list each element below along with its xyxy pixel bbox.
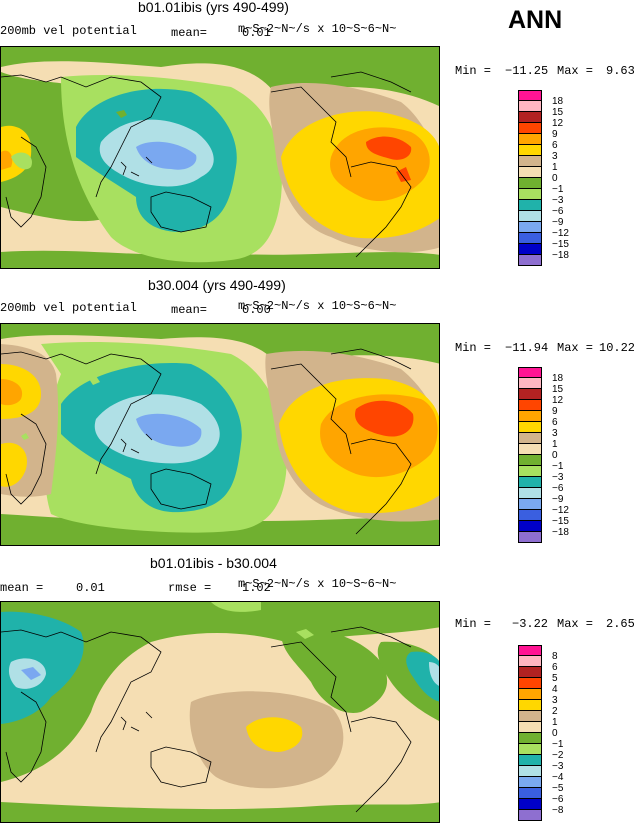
panel1-contour-plot bbox=[1, 47, 439, 268]
colorbar-label: 0 bbox=[552, 173, 558, 184]
colorbar-label: −15 bbox=[552, 516, 569, 527]
colorbar-label: 3 bbox=[552, 695, 558, 706]
panel3-max-value: 2.65 bbox=[606, 617, 634, 631]
panel1-units: m~S~2~N~/s x 10~S~6~N~ bbox=[238, 22, 397, 36]
season-label: ANN bbox=[508, 6, 563, 34]
panel3-rmse-label: rmse = bbox=[168, 581, 212, 595]
colorbar-label: −1 bbox=[552, 739, 564, 750]
colorbar-label: −6 bbox=[552, 483, 564, 494]
colorbar-label: 6 bbox=[552, 140, 558, 151]
colorbar-label: 0 bbox=[552, 450, 558, 461]
panel2-min-label: Min = bbox=[455, 341, 492, 355]
panel1-min-value: −11.25 bbox=[505, 64, 549, 78]
panel2-mean-label: mean= bbox=[171, 303, 208, 317]
colorbar-label: −3 bbox=[552, 761, 564, 772]
colorbar-label: 18 bbox=[552, 96, 564, 107]
panel1-mean-label: mean= bbox=[171, 26, 208, 40]
panel1-max-label: Max = bbox=[557, 64, 594, 78]
colorbar-label: 12 bbox=[552, 395, 564, 406]
panel1-min-label: Min = bbox=[455, 64, 492, 78]
panel3-contour-plot bbox=[1, 602, 439, 822]
colorbar-label: 6 bbox=[552, 662, 558, 673]
panel2-map bbox=[0, 323, 440, 546]
colorbar-label: 2 bbox=[552, 706, 558, 717]
colorbar-label: −12 bbox=[552, 228, 569, 239]
colorbar-label: −2 bbox=[552, 750, 564, 761]
colorbar-label: −15 bbox=[552, 239, 569, 250]
colorbar-label: 15 bbox=[552, 384, 564, 395]
colorbar-label: 15 bbox=[552, 107, 564, 118]
colorbar-label: −3 bbox=[552, 195, 564, 206]
panel3-min-value: −3.22 bbox=[512, 617, 549, 631]
colorbar-label: −9 bbox=[552, 217, 564, 228]
panel2-colorbar bbox=[518, 367, 542, 543]
colorbar-label: −5 bbox=[552, 783, 564, 794]
colorbar-label: −6 bbox=[552, 794, 564, 805]
colorbar-label: 3 bbox=[552, 428, 558, 439]
colorbar-label: 6 bbox=[552, 417, 558, 428]
panel2-title: b30.004 (yrs 490-499) bbox=[148, 277, 286, 293]
panel1-mean-value: 0.01 bbox=[242, 26, 271, 40]
panel2-max-label: Max = bbox=[557, 341, 594, 355]
panel2-field-label: 200mb vel potential bbox=[0, 301, 137, 315]
colorbar-label: −3 bbox=[552, 472, 564, 483]
colorbar-label: 0 bbox=[552, 728, 558, 739]
panel3-map bbox=[0, 601, 440, 823]
panel3-colorbar-labels: 8 6 5 4 3 2 1 0 −1 −2 −3 −4 −5 −6 −8 bbox=[552, 651, 563, 816]
panel1-field-label: 200mb vel potential bbox=[0, 24, 137, 38]
colorbar-label: 5 bbox=[552, 673, 558, 684]
panel1-max-value: 9.63 bbox=[606, 64, 634, 78]
colorbar-label: 1 bbox=[552, 717, 558, 728]
panel2-units: m~S~2~N~/s x 10~S~6~N~ bbox=[238, 299, 397, 313]
colorbar-label: −1 bbox=[552, 184, 564, 195]
colorbar-label: −18 bbox=[552, 250, 569, 261]
panel3-rmse-value: 1.02 bbox=[242, 581, 271, 595]
panel3-title: b01.01ibis - b30.004 bbox=[150, 555, 277, 571]
colorbar-label: −9 bbox=[552, 494, 564, 505]
colorbar-label: −18 bbox=[552, 527, 569, 538]
panel2-min-value: −11.94 bbox=[505, 341, 549, 355]
colorbar-label: 3 bbox=[552, 151, 558, 162]
colorbar-label: 4 bbox=[552, 684, 558, 695]
panel2-mean-value: 0.00 bbox=[242, 303, 271, 317]
colorbar-label: −12 bbox=[552, 505, 569, 516]
panel3-max-label: Max = bbox=[557, 617, 594, 631]
panel1-map bbox=[0, 46, 440, 269]
colorbar-label: 1 bbox=[552, 439, 558, 450]
colorbar-label: 8 bbox=[552, 651, 558, 662]
colorbar-label: −6 bbox=[552, 206, 564, 217]
panel3-min-label: Min = bbox=[455, 617, 492, 631]
panel3-units: m~S~2~N~/s x 10~S~6~N~ bbox=[238, 577, 397, 591]
colorbar-label: −4 bbox=[552, 772, 564, 783]
colorbar-label: −8 bbox=[552, 805, 564, 816]
colorbar-label: 9 bbox=[552, 406, 558, 417]
colorbar-label: 1 bbox=[552, 162, 558, 173]
colorbar-label: 18 bbox=[552, 373, 564, 384]
panel3-mean-label: mean = bbox=[0, 581, 44, 595]
panel2-max-value: 10.22 bbox=[599, 341, 634, 355]
colorbar-label: 12 bbox=[552, 118, 564, 129]
panel1-title: b01.01ibis (yrs 490-499) bbox=[138, 0, 289, 15]
panel1-colorbar-labels: 18 15 12 9 6 3 1 0 −1 −3 −6 −9 −12 −15 −… bbox=[552, 96, 569, 261]
colorbar-label: −1 bbox=[552, 461, 564, 472]
colorbar-label: 9 bbox=[552, 129, 558, 140]
panel2-contour-plot bbox=[1, 324, 439, 545]
panel1-colorbar bbox=[518, 90, 542, 266]
panel3-mean-value: 0.01 bbox=[76, 581, 105, 595]
panel2-colorbar-labels: 18 15 12 9 6 3 1 0 −1 −3 −6 −9 −12 −15 −… bbox=[552, 373, 569, 538]
panel3-colorbar bbox=[518, 645, 542, 821]
